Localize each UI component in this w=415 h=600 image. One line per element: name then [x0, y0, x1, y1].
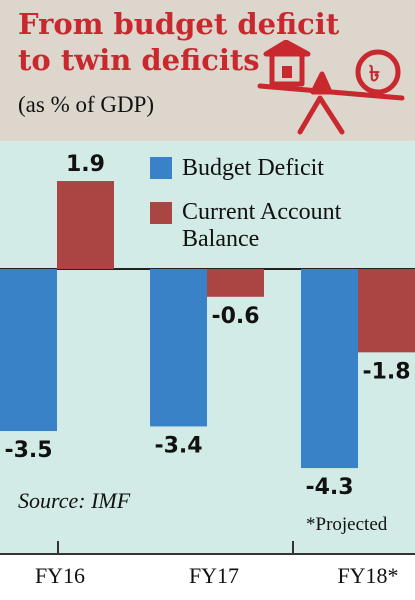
bar-budget-fy16 [0, 269, 57, 432]
bar-budget-fy17 [150, 269, 207, 427]
legend-label-budget: Budget Deficit [182, 155, 324, 181]
projected-note: *Projected [306, 514, 388, 535]
house-and-taka-seesaw-icon: ৳ [257, 40, 405, 135]
data-label-budget-fy18: -4.3 [305, 475, 353, 500]
category-axis-panel [0, 553, 415, 600]
axis-tick-1 [57, 541, 59, 555]
data-label-budget-fy16: -3.5 [4, 438, 52, 463]
category-label-fy16: FY16 [34, 563, 86, 588]
chart-title-line-2: to twin deficits [18, 43, 260, 77]
source-note: Source: IMF [18, 488, 131, 513]
data-label-current-fy17: -0.6 [211, 304, 259, 329]
category-label-fy18: FY18* [337, 563, 399, 588]
chart-subtitle: (as % of GDP) [18, 92, 155, 117]
bar-budget-fy18 [301, 269, 358, 469]
chart-title-line-1: From budget deficit [18, 7, 340, 41]
legend-label-current-line-1: Current Account [182, 199, 342, 225]
legend-swatch-current [150, 202, 172, 224]
data-label-budget-fy17: -3.4 [154, 433, 202, 458]
bar-current-fy17 [207, 269, 264, 297]
bar-current-fy18 [358, 269, 415, 353]
axis-tick-2 [292, 541, 294, 555]
svg-text:৳: ৳ [369, 62, 380, 87]
legend-swatch-budget [150, 157, 172, 179]
category-label-fy17: FY17 [188, 563, 240, 588]
header-panel [0, 0, 415, 141]
category-axis-line [0, 553, 415, 555]
legend-label-current-line-2: Balance [182, 226, 260, 252]
bar-current-fy16 [57, 181, 114, 269]
data-label-current-fy16: 1.9 [66, 152, 105, 177]
data-label-current-fy18: -1.8 [362, 359, 410, 384]
